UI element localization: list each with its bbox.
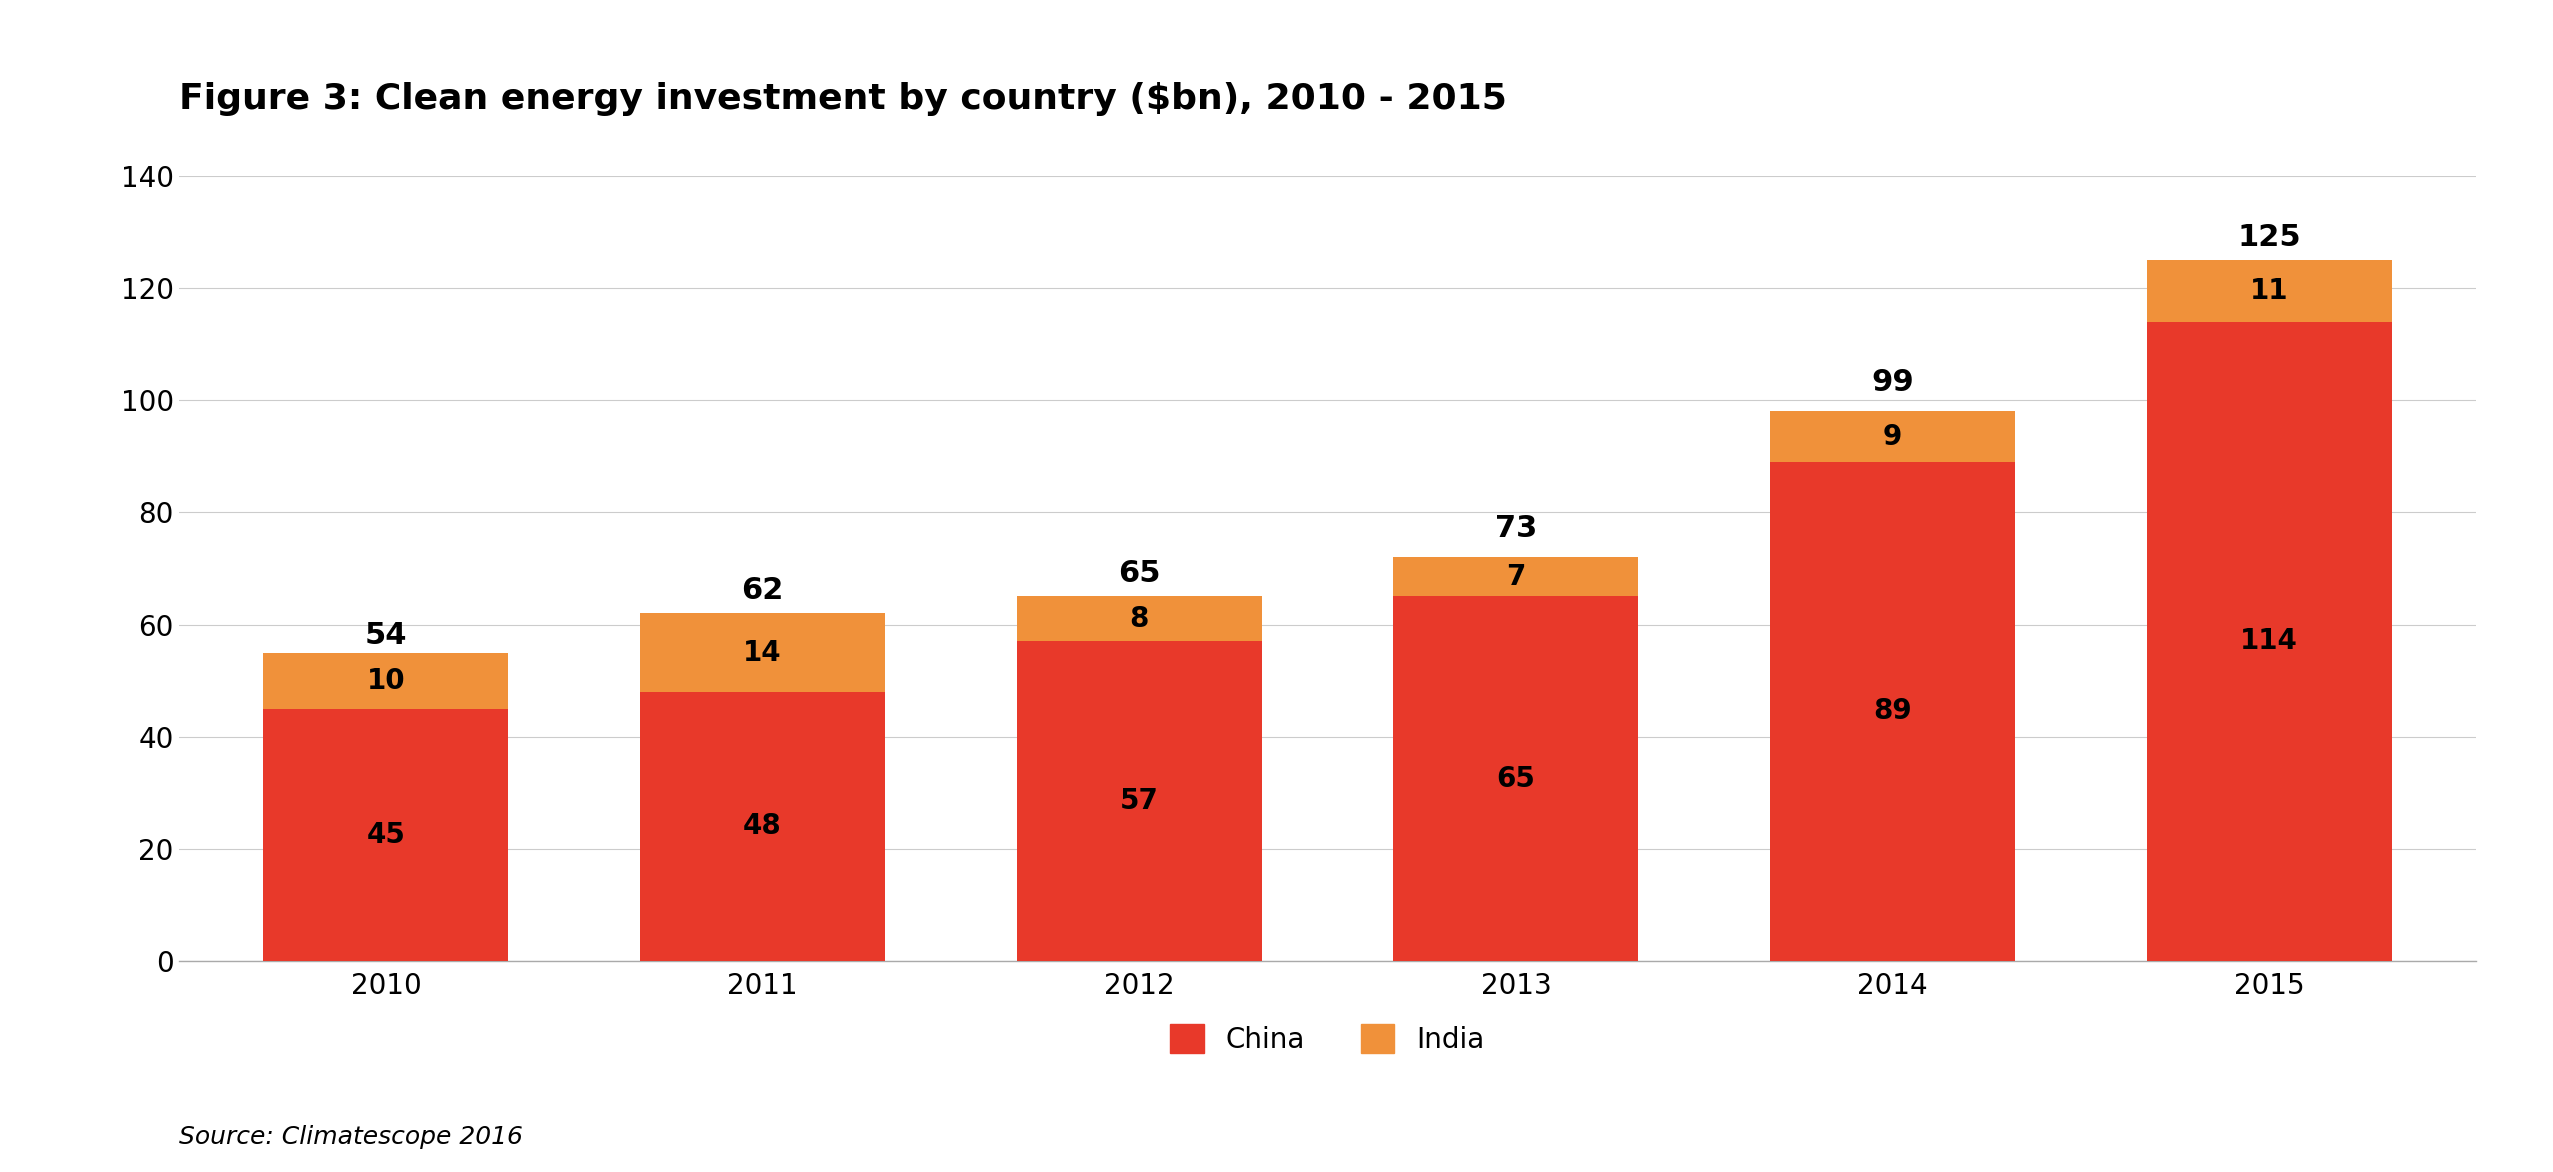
Text: 48: 48 (743, 812, 781, 840)
Text: 9: 9 (1884, 423, 1902, 450)
Bar (641, 613, 886, 691)
Bar (1394, 597, 1639, 961)
Text: 8: 8 (1128, 605, 1149, 633)
Text: 73: 73 (1494, 515, 1537, 543)
Bar (641, 691, 886, 961)
Text: 114: 114 (2242, 627, 2298, 655)
Bar (263, 709, 508, 961)
Text: 125: 125 (2236, 223, 2300, 252)
Bar (2147, 260, 2392, 321)
Bar (2147, 321, 2392, 961)
Text: 7: 7 (1506, 563, 1527, 591)
Text: 65: 65 (1118, 559, 1162, 588)
Text: 89: 89 (1874, 697, 1912, 725)
Text: Figure 3: Clean energy investment by country ($bn), 2010 - 2015: Figure 3: Clean energy investment by cou… (179, 82, 1506, 116)
Text: Source: Climatescope 2016: Source: Climatescope 2016 (179, 1125, 523, 1149)
Text: 99: 99 (1871, 368, 1915, 397)
Text: 14: 14 (743, 639, 781, 667)
Bar (1769, 462, 2014, 961)
Legend: China, India: China, India (1159, 1013, 1496, 1065)
Text: 65: 65 (1496, 765, 1534, 792)
Text: 54: 54 (365, 621, 406, 649)
Text: 11: 11 (2249, 277, 2287, 305)
Bar (1016, 597, 1261, 641)
Text: 57: 57 (1121, 788, 1159, 816)
Bar (1394, 557, 1639, 597)
Text: 10: 10 (368, 667, 406, 695)
Bar (263, 653, 508, 709)
Text: 45: 45 (368, 820, 406, 849)
Bar (1769, 411, 2014, 462)
Bar (1016, 641, 1261, 961)
Text: 62: 62 (740, 575, 784, 605)
